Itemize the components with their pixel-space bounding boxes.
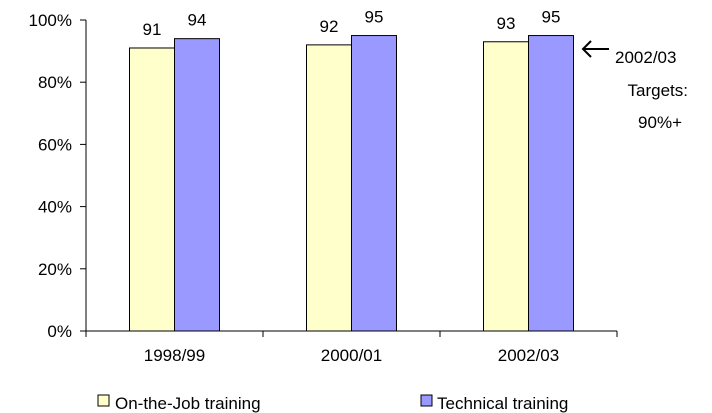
data-label: 95 bbox=[542, 8, 561, 27]
data-label: 91 bbox=[143, 20, 162, 39]
axes-group bbox=[85, 20, 617, 332]
data-label: 93 bbox=[497, 14, 516, 33]
y-tick-label: 100% bbox=[29, 11, 72, 30]
y-ticks-group: 0% 20% 40% 60% 80% 100% bbox=[29, 11, 86, 341]
annotation-line-3: 90%+ bbox=[638, 113, 682, 132]
x-ticks-group: 1998/99 2000/01 2002/03 bbox=[85, 331, 618, 365]
legend-label-technical: Technical training bbox=[437, 394, 568, 413]
legend-label-on-the-job: On-the-Job training bbox=[115, 394, 261, 413]
x-tick-label: 2000/01 bbox=[321, 346, 382, 365]
legend-swatch-on-the-job bbox=[97, 394, 110, 407]
bar-on-the-job bbox=[129, 47, 175, 332]
data-label: 92 bbox=[320, 17, 339, 36]
legend-swatch-technical bbox=[420, 394, 433, 407]
bar-technical bbox=[528, 35, 574, 332]
bar-on-the-job bbox=[306, 44, 352, 332]
y-tick-label: 60% bbox=[38, 135, 72, 154]
data-label: 94 bbox=[188, 11, 207, 30]
legend: On-the-Job training Technical training bbox=[97, 394, 568, 413]
bar-technical bbox=[351, 35, 397, 332]
x-tick-label: 1998/99 bbox=[144, 346, 205, 365]
y-tick-label: 0% bbox=[47, 322, 72, 341]
y-tick-label: 80% bbox=[38, 73, 72, 92]
bar-on-the-job bbox=[483, 41, 529, 332]
y-tick-label: 20% bbox=[38, 260, 72, 279]
target-annotation: 2002/03 Targets: 90%+ bbox=[581, 40, 688, 132]
annotation-line-1: 2002/03 bbox=[615, 48, 676, 67]
bar-technical bbox=[174, 38, 220, 332]
bars-group bbox=[129, 35, 574, 332]
annotation-line-2: Targets: bbox=[628, 81, 688, 100]
data-labels-group: 91 92 93 94 95 95 bbox=[143, 8, 561, 39]
left-arrow-icon bbox=[581, 40, 609, 58]
x-tick-label: 2002/03 bbox=[498, 346, 559, 365]
y-tick-label: 40% bbox=[38, 198, 72, 217]
data-label: 95 bbox=[365, 8, 384, 27]
